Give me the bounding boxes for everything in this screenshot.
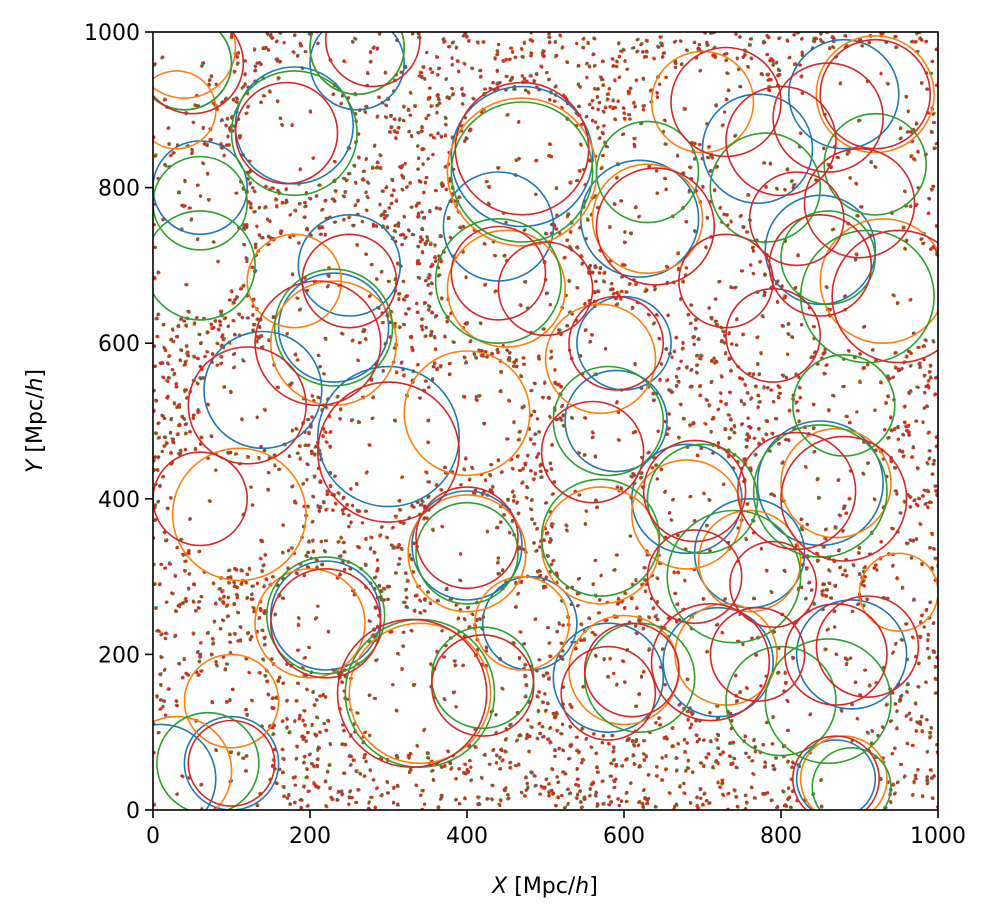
plot-background [153,32,938,810]
points-layer [153,32,938,810]
